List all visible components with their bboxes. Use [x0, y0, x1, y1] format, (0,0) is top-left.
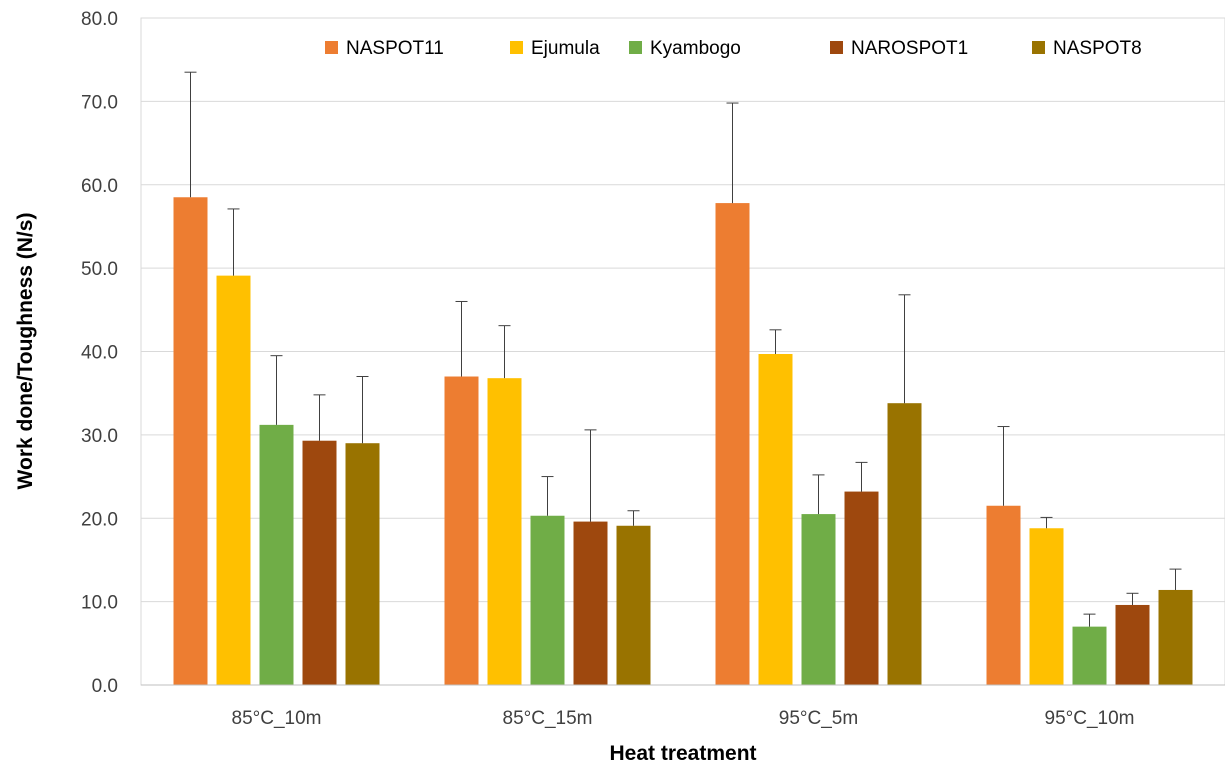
y-axis-ticks: 0.0 10.0 20.0 30.0 40.0 50.0 60.0 70.0 80.0 [81, 9, 118, 697]
x-tick-label: 95°C_10m [1045, 708, 1135, 729]
y-tick-label: 70.0 [81, 92, 118, 113]
bar-naspot8 [1158, 589, 1193, 685]
legend-label-narospot1: NAROSPOT1 [851, 38, 968, 59]
bar-kyambogo [259, 424, 294, 685]
y-tick-label: 30.0 [81, 426, 118, 447]
bar-narospot1 [302, 440, 337, 685]
legend-label-kyambogo: Kyambogo [650, 38, 741, 59]
bar-ejumula [1029, 528, 1064, 685]
x-tick-label: 85°C_15m [503, 708, 593, 729]
x-axis-title: Heat treatment [609, 742, 756, 765]
bar-kyambogo [801, 514, 836, 685]
y-tick-label: 80.0 [81, 9, 118, 30]
legend: NASPOT11 Ejumula Kyambogo NAROSPOT1 NASPOT8 [325, 38, 1142, 59]
bar-naspot11 [715, 203, 750, 685]
bar-narospot1 [1115, 604, 1150, 685]
error-bars [184, 71, 1182, 627]
x-axis-ticks: 85°C_10m 85°C_15m 95°C_5m 95°C_10m [232, 708, 1135, 729]
y-tick-label: 10.0 [81, 593, 118, 614]
bar-series [173, 197, 1193, 685]
bar-kyambogo [530, 515, 565, 685]
bar-naspot8 [887, 403, 922, 685]
y-axis-title: Work done/Toughness (N/s) [14, 213, 37, 490]
legend-label-naspot8: NASPOT8 [1053, 38, 1142, 59]
y-tick-label: 50.0 [81, 259, 118, 280]
bar-narospot1 [844, 491, 879, 685]
bar-naspot8 [345, 443, 380, 685]
bar-naspot8 [616, 525, 651, 685]
bar-ejumula [216, 275, 251, 685]
bar-narospot1 [573, 521, 608, 685]
bar-ejumula [758, 354, 793, 685]
x-tick-label: 85°C_10m [232, 708, 322, 729]
legend-swatch-naspot11 [325, 41, 338, 54]
bar-ejumula [487, 378, 522, 685]
legend-swatch-narospot1 [830, 41, 843, 54]
legend-label-naspot11: NASPOT11 [346, 38, 444, 59]
bar-naspot11 [444, 376, 479, 685]
bar-naspot11 [986, 505, 1021, 685]
legend-swatch-naspot8 [1032, 41, 1045, 54]
y-tick-label: 20.0 [81, 509, 118, 530]
y-tick-label: 40.0 [81, 343, 118, 364]
legend-swatch-ejumula [510, 41, 523, 54]
legend-label-ejumula: Ejumula [531, 38, 600, 59]
legend-swatch-kyambogo [629, 41, 642, 54]
y-tick-label: 60.0 [81, 176, 118, 197]
y-tick-label: 0.0 [92, 676, 118, 697]
bar-kyambogo [1072, 626, 1107, 685]
x-tick-label: 95°C_5m [779, 708, 858, 729]
bar-naspot11 [173, 197, 208, 685]
